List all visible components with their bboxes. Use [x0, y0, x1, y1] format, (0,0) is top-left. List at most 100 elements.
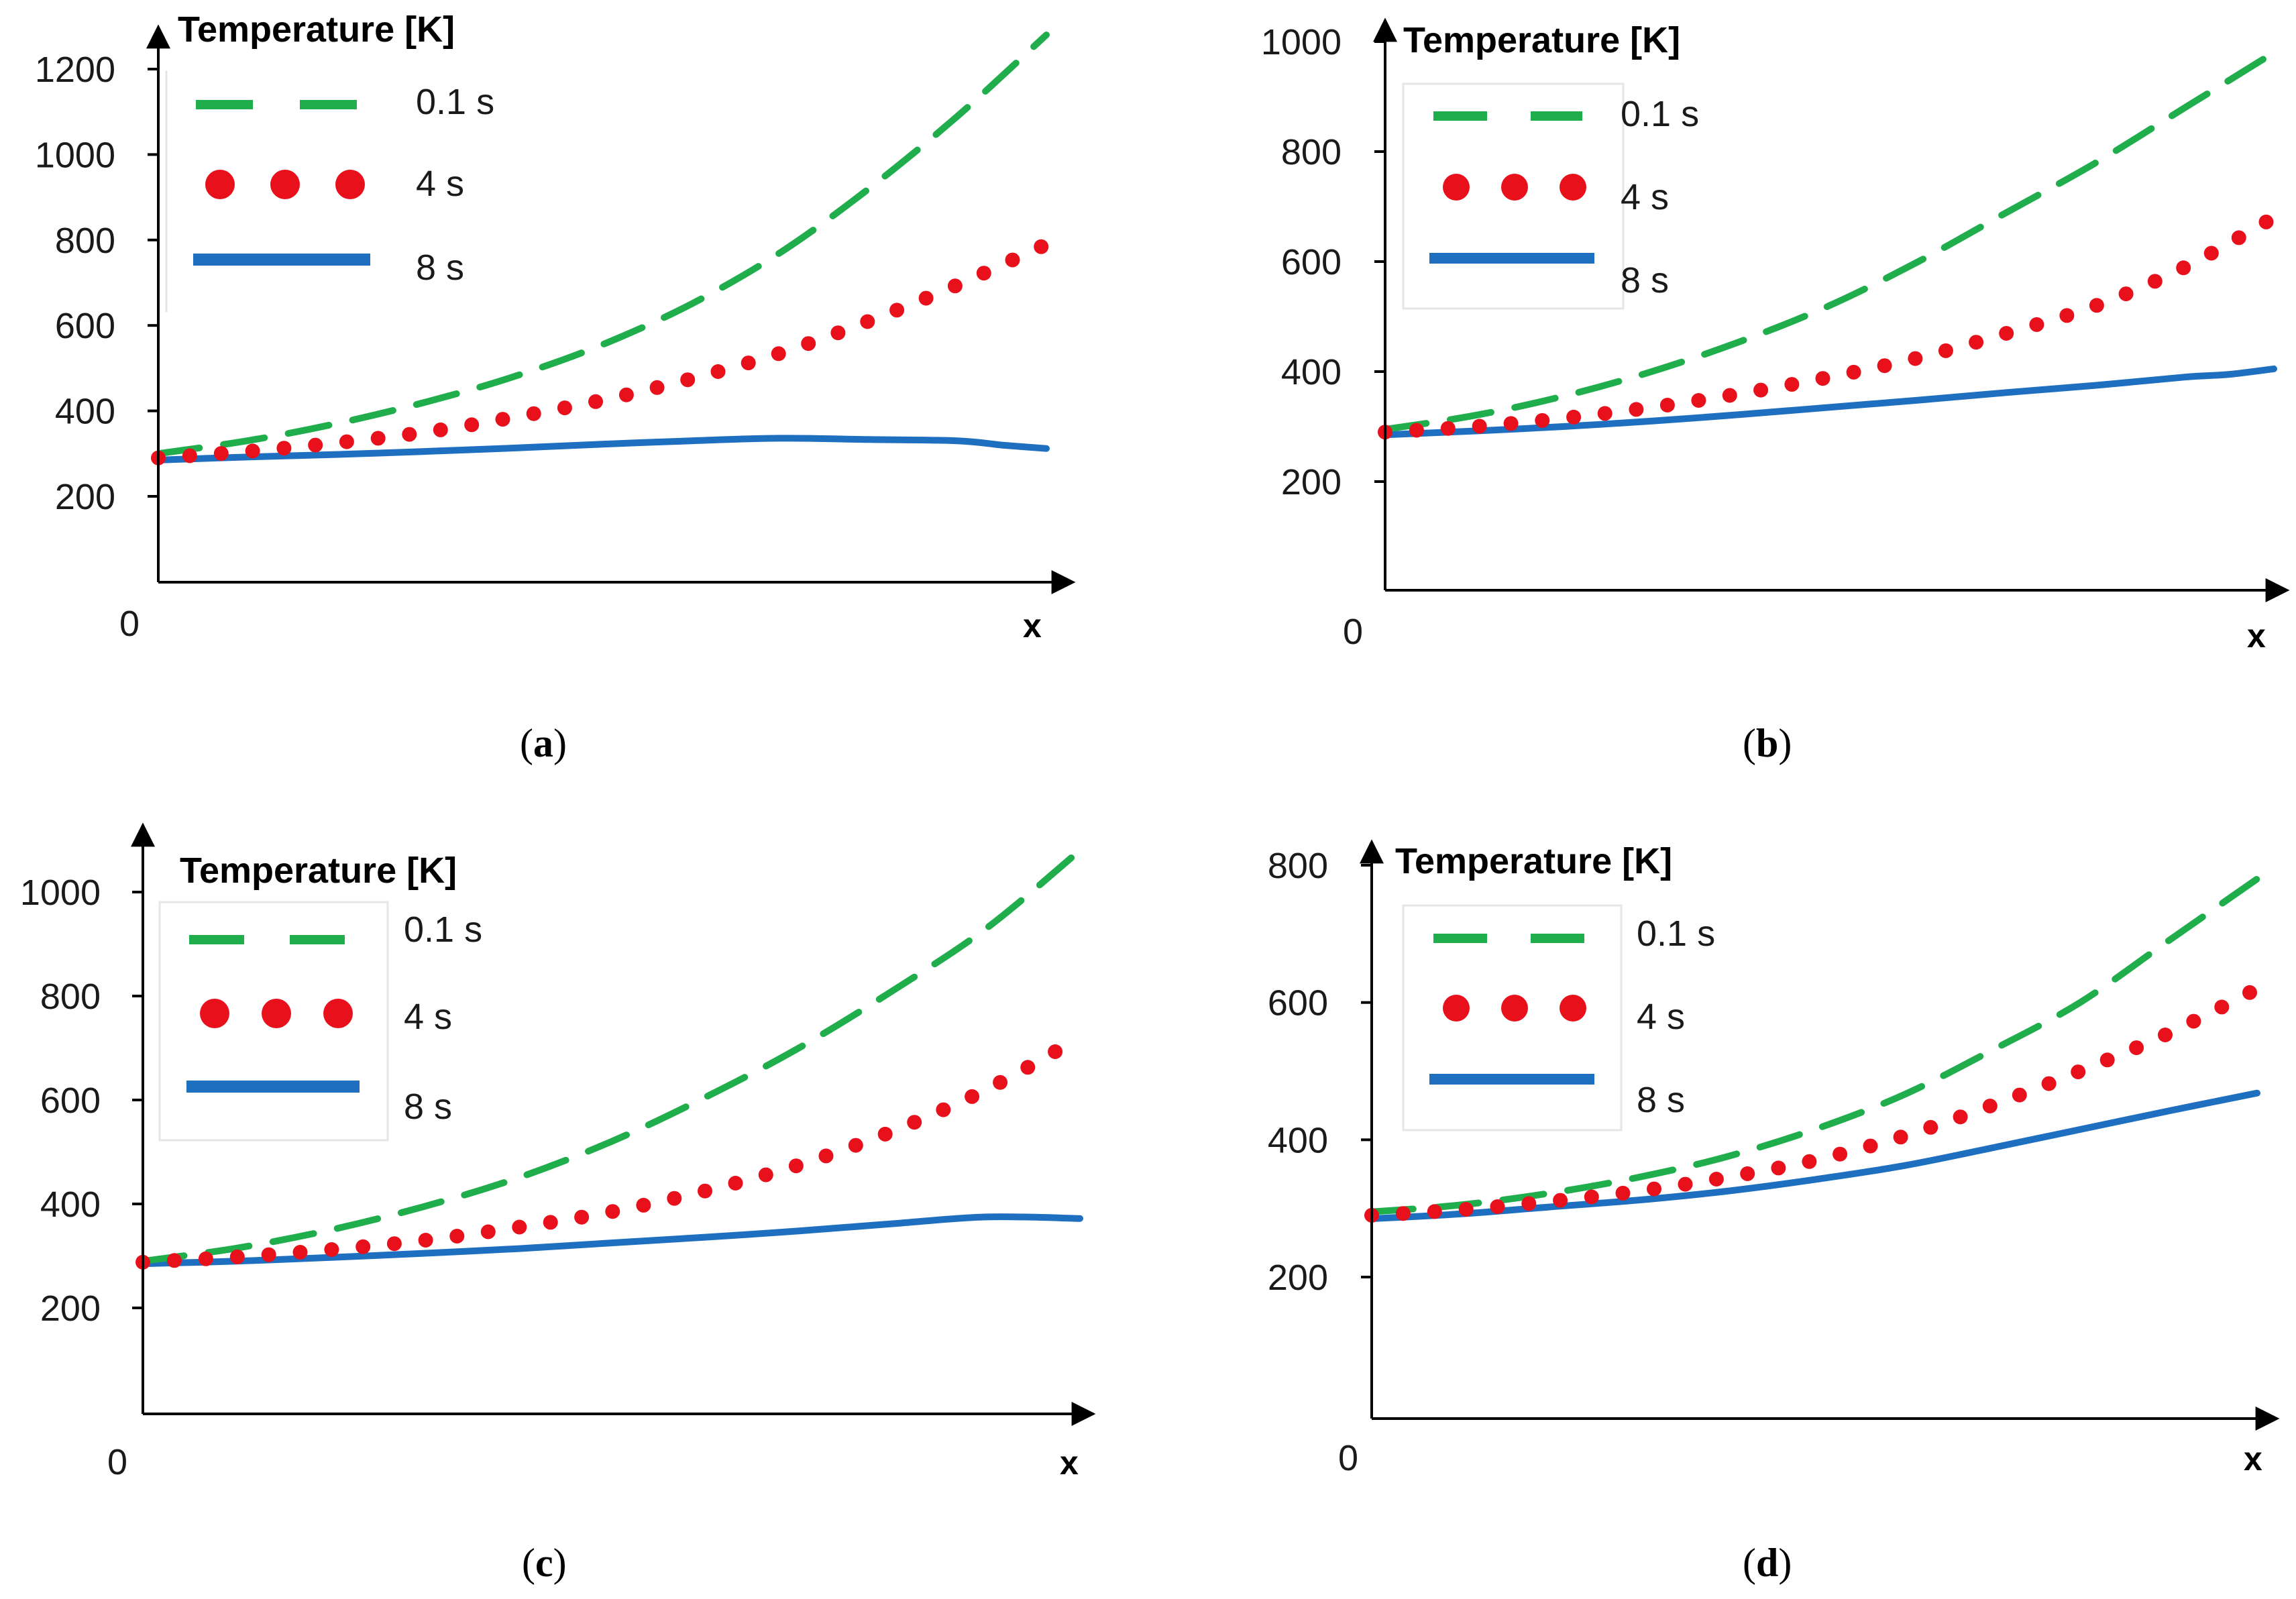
y-tick-group: 200 400 600 800 1000 [20, 873, 143, 1329]
series-point-4s [339, 434, 354, 449]
chart-panel-a: Temperature [K] 0.1 s 4 s 8 s 200 400 600 8… [35, 9, 1076, 765]
series-point-4s [198, 1251, 213, 1266]
series-point-4s [1503, 416, 1519, 431]
series-point-4s [512, 1219, 527, 1235]
series-point-4s [433, 422, 448, 437]
legend-dot [335, 170, 365, 199]
legend-label-8s: 8 s [404, 1087, 452, 1127]
panel-caption-c: (c) [522, 1541, 567, 1585]
series-point-4s [324, 1242, 339, 1257]
series-point-4s [229, 1249, 245, 1264]
series-point-4s [1969, 335, 1984, 350]
legend-label-8s: 8 s [1621, 260, 1669, 300]
series-point-4s [2231, 230, 2246, 245]
series-point-4s [907, 1115, 922, 1130]
series-point-4s [182, 448, 197, 463]
legend-dot [1443, 174, 1470, 201]
series-point-4s [1678, 1176, 1693, 1192]
series-group [1378, 49, 2277, 440]
origin-label: 0 [107, 1442, 127, 1482]
series-point-4s [276, 441, 292, 456]
y-axis-title: Temperature [K] [178, 9, 455, 50]
series-point-4s [1472, 419, 1487, 434]
series-point-4s [1753, 382, 1769, 398]
series-point-4s [1566, 409, 1582, 425]
series-point-4s [2203, 245, 2219, 261]
series-point-4s [543, 1215, 558, 1230]
series-point-4s [526, 406, 541, 421]
series-point-4s [680, 372, 696, 388]
series-group [151, 32, 1050, 465]
series-point-4s [2012, 1087, 2027, 1103]
series-point-4s [889, 302, 905, 318]
series-point-4s [710, 364, 726, 379]
y-axis-title: Temperature [K] [1403, 20, 1680, 60]
series-point-4s [1953, 1109, 1968, 1125]
series-point-4s [2059, 308, 2075, 323]
legend-dot [200, 999, 229, 1028]
y-tick-group: 200 400 600 800 1000 1200 [35, 50, 158, 517]
series-point-4s [1629, 402, 1644, 417]
series-point-4s [1458, 1202, 1474, 1217]
series-point-4s [1659, 398, 1675, 412]
series-point-4s [936, 1102, 951, 1117]
y-tick-label: 200 [55, 477, 115, 517]
y-tick-group: 200 400 600 800 1000 [1261, 22, 1385, 502]
series-point-4s [292, 1245, 308, 1260]
legend-label-4s: 4 s [1637, 997, 1685, 1037]
legend-dot [1560, 995, 1586, 1022]
panel-caption-b: (b) [1743, 721, 1792, 765]
series-point-4s [771, 346, 786, 362]
x-axis-label: x [1060, 1444, 1079, 1482]
series-point-4s [1034, 239, 1049, 254]
legend-dot [262, 999, 291, 1028]
series-point-4s [1048, 1044, 1063, 1059]
series-point-4s [418, 1233, 433, 1248]
y-tick-label: 600 [55, 306, 115, 346]
series-point-4s [1815, 371, 1830, 386]
caption-letter: a [533, 721, 553, 765]
series-point-4s [1784, 377, 1800, 392]
caption-letter: c [535, 1541, 553, 1585]
series-point-4s [788, 1158, 804, 1174]
series-point-4s [1846, 364, 1861, 380]
series-point-4s [698, 1183, 712, 1199]
series-point-4s [2214, 999, 2230, 1015]
series-point-4s [495, 412, 510, 427]
origin-label: 0 [1338, 1438, 1358, 1478]
series-point-4s [402, 427, 417, 442]
series-point-4s [370, 431, 386, 446]
y-tick-label: 1000 [1261, 22, 1342, 62]
panel-caption-d: (d) [1743, 1541, 1792, 1585]
series-point-4s [2129, 1040, 2144, 1056]
series-point-4s [1923, 1119, 1938, 1135]
series-point-4s [464, 417, 480, 433]
series-point-4s [649, 380, 665, 395]
y-tick-label: 1200 [35, 50, 115, 90]
series-point-4s [557, 400, 572, 416]
series-point-4s [965, 1089, 980, 1104]
series-point-4s [1440, 421, 1456, 436]
legend-dot [1560, 174, 1586, 201]
chart-panel-c: Temperature [K] 0.1 s 4 s 8 s 200 400 600 8… [20, 822, 1096, 1585]
series-point-4s [166, 1253, 182, 1268]
series-point-4s [2158, 1028, 2173, 1042]
series-point-4s [728, 1176, 743, 1191]
series-point-4s [1691, 393, 1706, 408]
series-point-4s [848, 1138, 863, 1153]
y-tick-label: 400 [1268, 1120, 1328, 1160]
series-point-4s [2186, 1013, 2201, 1029]
series-point-4s [356, 1239, 371, 1254]
chart-panel-b: Temperature [K] 0.1 s 4 s 8 s 200 400 600 8… [1261, 17, 2290, 765]
series-point-4s [667, 1191, 682, 1206]
series-point-4s [1877, 358, 1892, 374]
panel-caption-a: (a) [520, 721, 567, 765]
legend-label-4s: 4 s [416, 164, 464, 204]
series-point-4s [1584, 1189, 1599, 1205]
legend-dot [1501, 174, 1528, 201]
series-point-4s [877, 1126, 893, 1142]
y-tick-label: 200 [1268, 1258, 1328, 1298]
legend-dot [1501, 995, 1528, 1022]
y-tick-label: 400 [1281, 352, 1342, 392]
